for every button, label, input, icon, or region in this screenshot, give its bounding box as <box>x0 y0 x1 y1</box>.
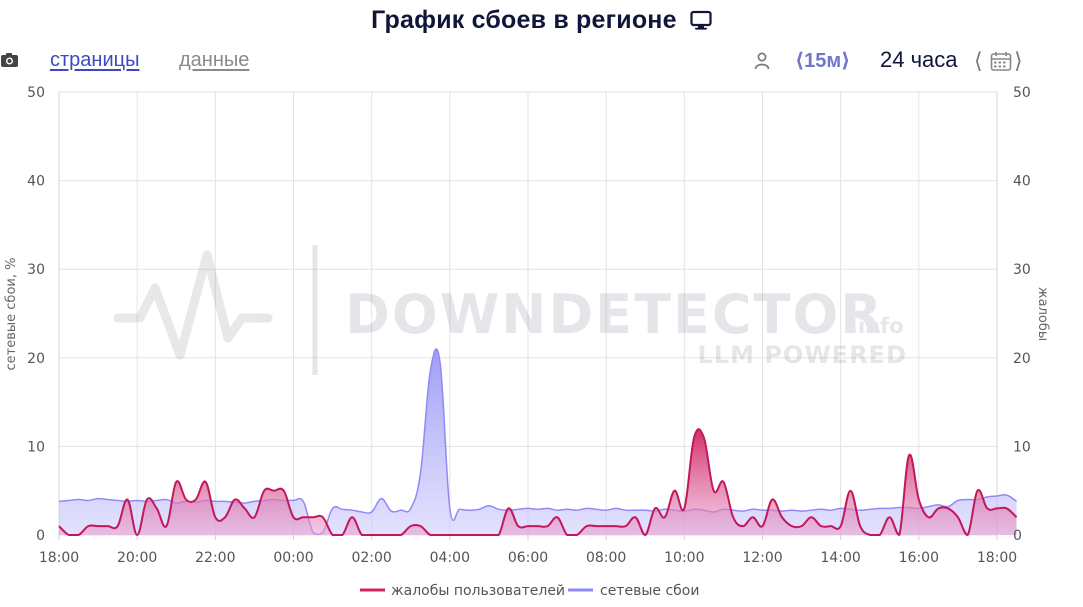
watermark-pulse-icon <box>113 250 273 360</box>
y-tick-label-left: 20 <box>27 351 45 367</box>
series-line-reports <box>58 428 1018 536</box>
x-tick-label: 18:00 <box>977 550 1017 566</box>
watermark-brand: DOWNDETECTOR <box>345 283 884 346</box>
prev-period-button[interactable]: ⟨ <box>974 48 983 73</box>
x-tick-label: 12:00 <box>742 550 782 566</box>
tab-data[interactable]: данные <box>179 49 250 71</box>
chart-legend: жалобы пользователей сетевые сбои <box>360 583 699 599</box>
series-layer <box>58 348 1018 536</box>
x-tick-label: 08:00 <box>586 550 626 566</box>
camera-icon[interactable] <box>0 50 20 70</box>
x-tick-label: 04:00 <box>430 550 470 566</box>
watermark: DOWNDETECTOR .info LLM POWERED <box>113 245 907 375</box>
y-tick-label-left: 0 <box>36 528 45 544</box>
y-axis-left-label: сетевые сбои, % <box>4 258 19 371</box>
x-tick-label: 00:00 <box>273 550 313 566</box>
y-axis-right-label: жалобы <box>1035 287 1050 341</box>
y-tick-label-right: 20 <box>1013 351 1031 367</box>
x-tick-label: 18:00 <box>39 550 79 566</box>
calendar-icon[interactable] <box>990 51 1012 71</box>
x-tick-label: 20:00 <box>117 550 157 566</box>
watermark-suffix: .info <box>850 314 904 338</box>
legend-label-outages: сетевые сбои <box>600 583 699 599</box>
y-tick-label-right: 10 <box>1013 439 1031 455</box>
y-tick-label-right: 0 <box>1013 528 1022 544</box>
range-selector[interactable]: 24 часа <box>880 47 958 72</box>
tab-pages[interactable]: страницы <box>50 49 140 71</box>
y-tick-label-left: 30 <box>27 262 45 278</box>
monitor-icon <box>690 10 712 30</box>
x-tick-label: 14:00 <box>820 550 860 566</box>
y-tick-label-right: 30 <box>1013 262 1031 278</box>
user-icon[interactable] <box>754 52 770 70</box>
y-tick-label-left: 10 <box>27 439 45 455</box>
next-period-button[interactable]: ⟩ <box>1014 48 1023 73</box>
legend-item-reports[interactable]: жалобы пользователей <box>360 583 565 599</box>
axis-ticks: 0 0 10 10 20 20 30 30 40 40 50 50 18:00 20:00 22:00 00:… <box>27 85 1031 566</box>
y-tick-label-right: 50 <box>1013 85 1031 101</box>
legend-label-reports: жалобы пользователей <box>391 583 565 599</box>
x-tick-label: 16:00 <box>899 550 939 566</box>
page-title-text: График сбоев в регионе <box>371 6 677 34</box>
page-title: График сбоев в регионе <box>0 6 1083 35</box>
y-tick-label-left: 50 <box>27 85 45 101</box>
x-tick-label: 02:00 <box>351 550 391 566</box>
watermark-tagline: LLM POWERED <box>698 341 907 369</box>
x-tick-label: 22:00 <box>195 550 235 566</box>
legend-item-outages[interactable]: сетевые сбои <box>568 583 699 599</box>
y-tick-label-left: 40 <box>27 174 45 190</box>
x-tick-label: 10:00 <box>664 550 704 566</box>
x-tick-label: 06:00 <box>508 550 548 566</box>
interval-toggle[interactable]: ⟨15м⟩ <box>795 50 851 72</box>
y-tick-label-right: 40 <box>1013 174 1031 190</box>
